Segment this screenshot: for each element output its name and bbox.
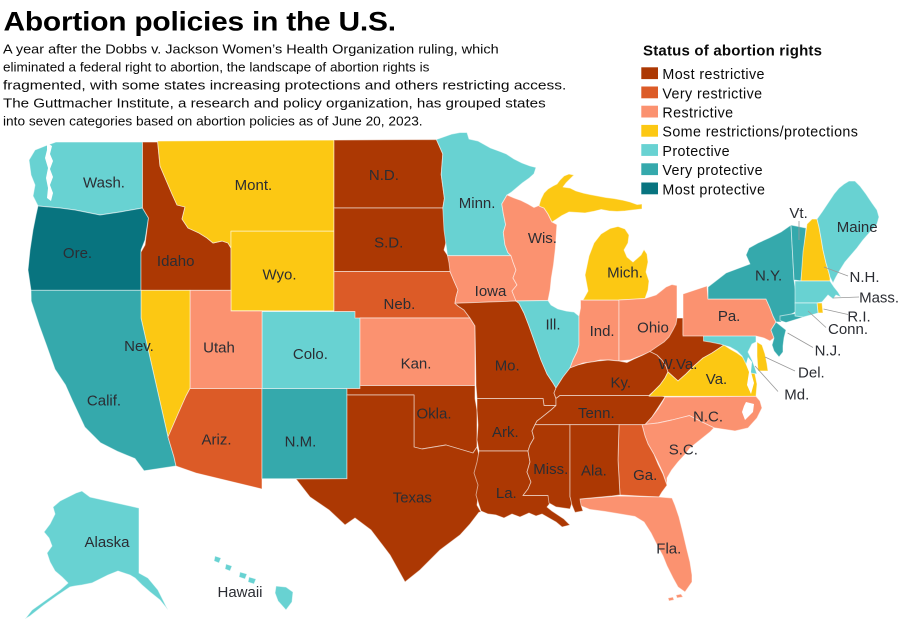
svg-text:Ind.: Ind. xyxy=(590,323,615,340)
svg-text:Mo.: Mo. xyxy=(495,358,520,375)
svg-text:W.Va.: W.Va. xyxy=(659,356,698,373)
svg-text:Colo.: Colo. xyxy=(293,346,328,363)
svg-text:Neb.: Neb. xyxy=(384,296,416,313)
svg-text:Mont.: Mont. xyxy=(235,177,273,194)
svg-text:fragmented, with some states i: fragmented, with some states increasing … xyxy=(3,78,566,92)
svg-text:Very protective: Very protective xyxy=(662,163,763,179)
svg-text:Wyo.: Wyo. xyxy=(262,266,296,283)
svg-text:N.D.: N.D. xyxy=(369,167,399,184)
svg-text:La.: La. xyxy=(496,485,517,502)
svg-text:Protective: Protective xyxy=(662,144,730,160)
svg-text:Texas: Texas xyxy=(393,489,432,506)
svg-text:Vt.: Vt. xyxy=(789,205,807,222)
svg-text:S.D.: S.D. xyxy=(374,234,403,251)
svg-text:Abortion policies in the U.S.: Abortion policies in the U.S. xyxy=(4,7,396,37)
svg-text:into seven categories based on: into seven categories based on abortion … xyxy=(3,114,423,128)
svg-text:Some restrictions/protections: Some restrictions/protections xyxy=(662,125,858,141)
svg-text:A year after the Dobbs v. Jack: A year after the Dobbs v. Jackson Women’… xyxy=(3,42,499,56)
svg-text:Ariz.: Ariz. xyxy=(202,432,232,449)
svg-text:Kan.: Kan. xyxy=(401,356,432,373)
svg-text:Va.: Va. xyxy=(706,371,727,388)
svg-text:Iowa: Iowa xyxy=(475,283,507,300)
svg-text:S.C.: S.C. xyxy=(669,441,698,458)
svg-text:Conn.: Conn. xyxy=(828,321,868,338)
svg-text:Utah: Utah xyxy=(203,340,235,357)
svg-text:Tenn.: Tenn. xyxy=(578,405,615,422)
svg-text:N.H.: N.H. xyxy=(850,269,880,286)
svg-text:Ark.: Ark. xyxy=(492,424,519,441)
svg-text:Hawaii: Hawaii xyxy=(217,584,262,601)
svg-text:Pa.: Pa. xyxy=(718,308,741,325)
svg-text:Ohio: Ohio xyxy=(637,320,669,337)
svg-text:Calif.: Calif. xyxy=(87,392,121,409)
svg-text:Minn.: Minn. xyxy=(459,195,496,212)
svg-text:N.Y.: N.Y. xyxy=(755,267,782,284)
svg-text:Status of abortion rights: Status of abortion rights xyxy=(643,43,822,60)
svg-text:The Guttmacher Institute, a re: The Guttmacher Institute, a research and… xyxy=(3,96,546,110)
svg-text:Wash.: Wash. xyxy=(83,174,125,191)
svg-text:Okla.: Okla. xyxy=(416,405,451,422)
svg-text:N.C.: N.C. xyxy=(693,409,723,426)
svg-text:N.M.: N.M. xyxy=(285,434,317,451)
svg-text:eliminated a federal right to: eliminated a federal right to abortion, … xyxy=(3,60,430,74)
svg-text:R.I.: R.I. xyxy=(847,309,870,326)
svg-text:Ky.: Ky. xyxy=(611,375,632,392)
svg-text:Alaska: Alaska xyxy=(84,534,130,551)
svg-text:Miss.: Miss. xyxy=(533,461,568,478)
svg-text:Fla.: Fla. xyxy=(656,540,681,557)
svg-text:Nev.: Nev. xyxy=(124,338,154,355)
svg-text:Most restrictive: Most restrictive xyxy=(662,67,765,83)
svg-text:Ala.: Ala. xyxy=(581,463,607,480)
svg-text:Mass.: Mass. xyxy=(859,289,899,306)
svg-text:Idaho: Idaho xyxy=(157,253,195,270)
svg-text:Very restrictive: Very restrictive xyxy=(662,86,762,102)
svg-text:Ill.: Ill. xyxy=(546,317,561,334)
svg-text:N.J.: N.J. xyxy=(815,342,842,359)
svg-text:Md.: Md. xyxy=(784,386,809,403)
svg-text:Mich.: Mich. xyxy=(607,265,643,282)
svg-text:Ga.: Ga. xyxy=(633,467,657,484)
svg-text:Wis.: Wis. xyxy=(528,230,557,247)
svg-text:Del.: Del. xyxy=(798,364,825,381)
svg-text:Restrictive: Restrictive xyxy=(662,106,733,122)
svg-text:Most protective: Most protective xyxy=(662,182,765,198)
svg-text:Ore.: Ore. xyxy=(63,245,92,262)
svg-text:Maine: Maine xyxy=(837,219,878,236)
